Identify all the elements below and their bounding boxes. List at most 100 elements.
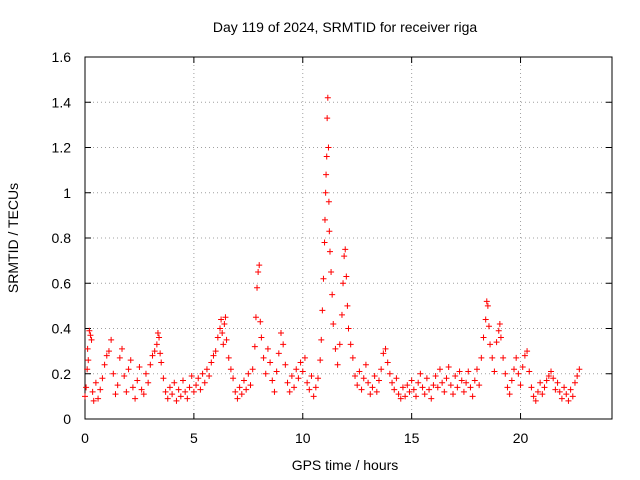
data-point: [324, 115, 331, 122]
data-point: [567, 386, 574, 393]
data-point: [436, 366, 443, 373]
y-tick-label: 1.6: [52, 49, 72, 65]
data-point: [291, 384, 298, 391]
data-point: [90, 397, 97, 404]
data-point: [257, 318, 264, 325]
data-point: [328, 268, 335, 275]
data-point: [550, 375, 557, 382]
data-point: [478, 354, 485, 361]
data-point: [537, 379, 544, 386]
data-point: [234, 395, 241, 402]
data-point: [344, 302, 351, 309]
data-point: [320, 275, 327, 282]
x-tick-label: 5: [190, 430, 198, 446]
data-point: [508, 377, 515, 384]
data-point: [496, 320, 503, 327]
data-point: [308, 373, 315, 380]
data-point: [526, 368, 533, 375]
data-point: [219, 330, 226, 337]
data-point: [171, 379, 178, 386]
data-point: [349, 354, 356, 361]
y-tick-label: 1: [63, 185, 71, 201]
data-point: [110, 370, 117, 377]
data-point: [410, 386, 417, 393]
data-point: [264, 345, 271, 352]
data-point: [269, 377, 276, 384]
data-point: [484, 302, 491, 309]
data-point: [321, 239, 328, 246]
data-point: [530, 393, 537, 400]
data-point: [504, 384, 511, 391]
data-point: [389, 379, 396, 386]
data-point: [252, 314, 259, 321]
data-point: [232, 388, 239, 395]
data-point: [125, 366, 132, 373]
data-point: [97, 386, 104, 393]
y-tick-label: 0.4: [52, 321, 72, 337]
data-point: [197, 386, 204, 393]
data-point: [345, 325, 352, 332]
data-point: [169, 391, 176, 398]
data-point: [323, 171, 330, 178]
plot-frame: [84, 56, 613, 420]
data-point: [240, 377, 247, 384]
data-point: [129, 384, 136, 391]
data-point: [360, 375, 367, 382]
data-point: [485, 323, 492, 330]
data-point: [471, 377, 478, 384]
data-point: [402, 393, 409, 400]
y-tick-label: 0.6: [52, 275, 72, 291]
data-point: [84, 345, 91, 352]
data-point: [343, 273, 350, 280]
data-point: [293, 366, 300, 373]
data-point: [255, 268, 262, 275]
data-point: [342, 246, 349, 253]
data-point: [545, 373, 552, 380]
data-point: [140, 391, 147, 398]
y-tick-label: 1.2: [52, 140, 72, 156]
data-point: [249, 366, 256, 373]
data-point: [222, 314, 229, 321]
data-point: [217, 325, 224, 332]
data-point: [262, 370, 269, 377]
data-point: [473, 366, 480, 373]
data-point: [271, 388, 278, 395]
x-axis-label: GPS time / hours: [292, 457, 399, 473]
data-point: [173, 397, 180, 404]
data-point: [423, 375, 430, 382]
x-tick-label: 10: [295, 430, 311, 446]
data-point: [227, 366, 234, 373]
data-point: [454, 384, 461, 391]
data-point: [532, 397, 539, 404]
data-point: [247, 382, 254, 389]
data-point: [569, 393, 576, 400]
data-point: [92, 379, 99, 386]
data-point: [199, 370, 206, 377]
data-point: [552, 386, 559, 393]
data-point: [332, 345, 339, 352]
x-tick-label: 15: [404, 430, 420, 446]
data-point: [367, 391, 374, 398]
data-point: [334, 361, 341, 368]
data-point: [88, 336, 95, 343]
data-point: [352, 373, 359, 380]
data-point: [123, 388, 130, 395]
data-point: [413, 393, 420, 400]
data-point: [184, 395, 191, 402]
data-point: [539, 391, 546, 398]
data-point: [275, 350, 282, 357]
data-point: [513, 354, 520, 361]
data-point: [329, 291, 336, 298]
data-point: [297, 359, 304, 366]
data-point: [434, 384, 441, 391]
data-point: [356, 368, 363, 375]
data-point: [340, 280, 347, 287]
data-point: [415, 379, 422, 386]
data-point: [421, 391, 428, 398]
x-tick-label: 20: [513, 430, 529, 446]
data-point: [119, 345, 126, 352]
data-point: [225, 354, 232, 361]
data-point: [158, 359, 165, 366]
data-point: [543, 377, 550, 384]
data-point: [452, 373, 459, 380]
